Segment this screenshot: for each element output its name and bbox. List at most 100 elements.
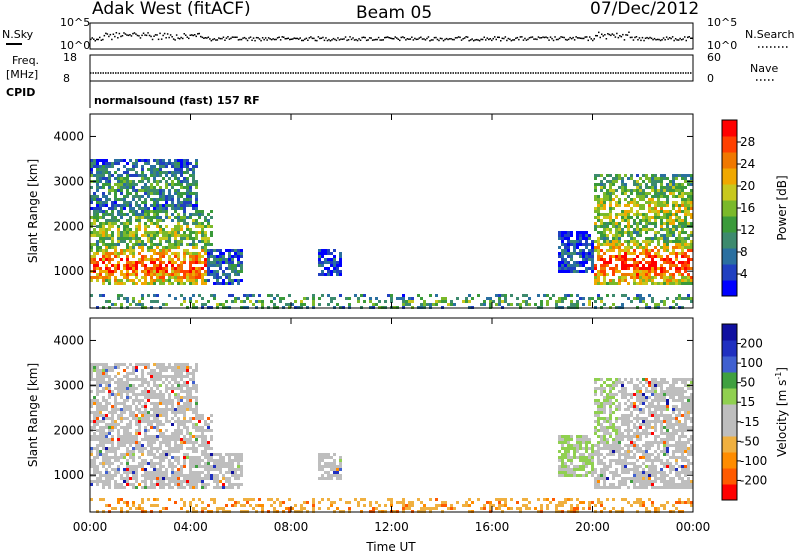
power-cell: [648, 249, 651, 252]
velocity-cell: [162, 381, 165, 384]
power-cell: [180, 282, 183, 285]
power-cell: [672, 189, 675, 192]
velocity-cell: [147, 498, 150, 501]
power-cell: [675, 189, 678, 192]
velocity-cell: [603, 402, 606, 405]
power-cell: [186, 225, 189, 228]
power-cell: [102, 195, 105, 198]
velocity-cell: [321, 477, 324, 480]
power-cell: [180, 240, 183, 243]
power-cell: [657, 267, 660, 270]
velocity-cell: [153, 486, 156, 489]
velocity-cell: [186, 384, 189, 387]
power-cell: [123, 195, 126, 198]
power-cell: [612, 192, 615, 195]
velocity-cell: [159, 420, 162, 423]
power-cell: [615, 282, 618, 285]
power-cell: [111, 174, 114, 177]
power-cell: [177, 267, 180, 270]
velocity-cell: [150, 477, 153, 480]
velocity-cell: [165, 507, 168, 510]
noise-point: [435, 37, 437, 39]
velocity-cell: [237, 477, 240, 480]
power-cell: [150, 273, 153, 276]
power-cell: [639, 252, 642, 255]
power-cell: [150, 249, 153, 252]
power-cell: [204, 282, 207, 285]
velocity-cell: [120, 402, 123, 405]
velocity-cell: [126, 483, 129, 486]
velocity-cell: [204, 462, 207, 465]
power-cell: [633, 252, 636, 255]
velocity-cell: [198, 417, 201, 420]
power-cell: [114, 279, 117, 282]
power-cell: [270, 300, 273, 303]
velocity-cell: [582, 435, 585, 438]
velocity-cell: [420, 507, 423, 510]
noise-point: [209, 38, 211, 40]
power-cell: [183, 258, 186, 261]
power-cell: [93, 216, 96, 219]
power-cell: [621, 189, 624, 192]
power-cell: [654, 207, 657, 210]
noise-point: [233, 37, 235, 39]
velocity-cell: [519, 507, 522, 510]
power-cell: [630, 174, 633, 177]
velocity-cell: [228, 498, 231, 501]
velocity-cell: [147, 384, 150, 387]
power-cell: [186, 234, 189, 237]
velocity-cell: [111, 456, 114, 459]
power-cell: [582, 249, 585, 252]
velocity-cell: [159, 429, 162, 432]
velocity-cell: [120, 462, 123, 465]
velocity-cell: [93, 471, 96, 474]
velocity-cell: [192, 384, 195, 387]
power-heatmap: [90, 159, 693, 309]
power-cell: [171, 213, 174, 216]
velocity-cell: [111, 420, 114, 423]
velocity-cell: [153, 471, 156, 474]
power-cell: [144, 228, 147, 231]
power-cell: [192, 303, 195, 306]
power-cell: [96, 186, 99, 189]
velocity-cell: [150, 471, 153, 474]
power-cell: [174, 237, 177, 240]
velocity-cell: [609, 378, 612, 381]
power-cell: [132, 168, 135, 171]
power-cell: [636, 243, 639, 246]
velocity-cell: [108, 381, 111, 384]
power-cell: [126, 297, 129, 300]
power-cell: [348, 303, 351, 306]
power-cell: [183, 300, 186, 303]
velocity-cell: [303, 507, 306, 510]
velocity-cell: [159, 378, 162, 381]
velocity-cell: [153, 456, 156, 459]
velocity-cell: [96, 390, 99, 393]
noise-point: [553, 40, 555, 42]
velocity-cell: [120, 456, 123, 459]
power-cell: [156, 252, 159, 255]
power-cell: [225, 267, 228, 270]
power-cell: [126, 276, 129, 279]
velocity-cell: [180, 411, 183, 414]
velocity-cell: [468, 498, 471, 501]
velocity-cell: [177, 468, 180, 471]
velocity-cell: [582, 501, 585, 504]
power-cell: [444, 297, 447, 300]
power-cell: [663, 216, 666, 219]
velocity-cell: [204, 468, 207, 471]
power-cell: [153, 174, 156, 177]
velocity-cell: [147, 462, 150, 465]
power-cell: [129, 201, 132, 204]
power-cell: [99, 267, 102, 270]
velocity-cell: [171, 465, 174, 468]
power-cell: [576, 303, 579, 306]
power-cell: [132, 243, 135, 246]
power-cell: [171, 246, 174, 249]
velocity-cell: [615, 432, 618, 435]
noise-point: [453, 39, 455, 41]
velocity-cell: [114, 507, 117, 510]
velocity-cell: [129, 483, 132, 486]
velocity-cell: [582, 459, 585, 462]
power-cell: [117, 282, 120, 285]
